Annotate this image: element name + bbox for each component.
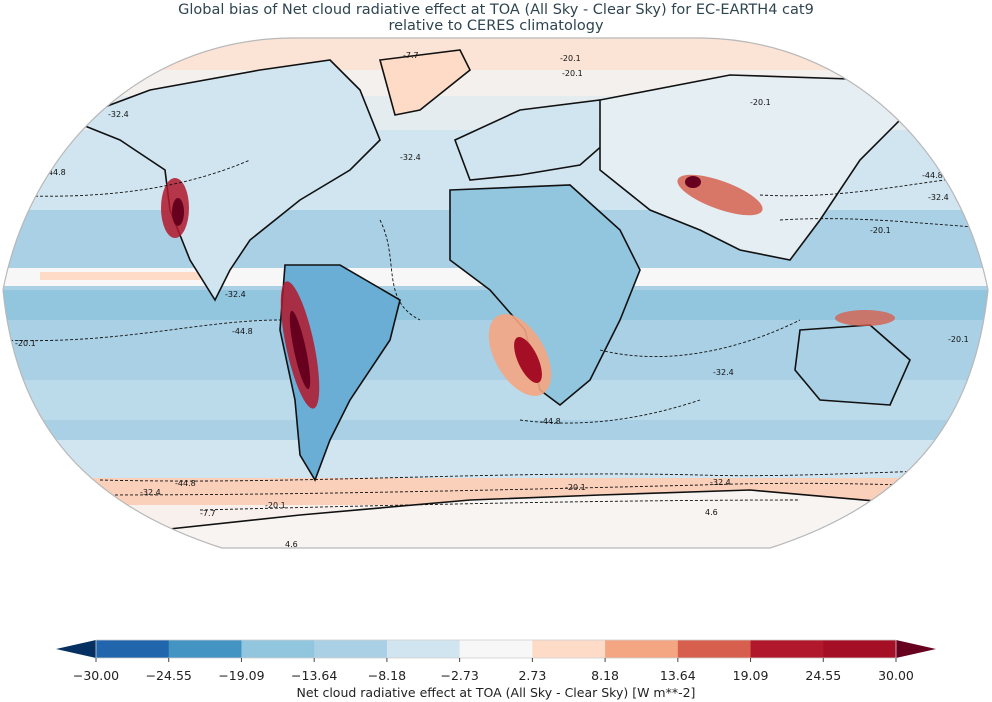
svg-text:-20.1: -20.1 bbox=[15, 339, 36, 348]
svg-text:-7.7: -7.7 bbox=[403, 51, 419, 60]
svg-text:-20.1: -20.1 bbox=[560, 54, 581, 63]
colorbar-segment bbox=[241, 640, 315, 658]
svg-text:-44.8: -44.8 bbox=[175, 479, 196, 488]
colorbar-segment bbox=[750, 640, 824, 658]
colorbar-tick-label: 30.00 bbox=[878, 668, 914, 683]
svg-text:-7.7: -7.7 bbox=[30, 64, 46, 73]
colorbar-extend-max bbox=[896, 640, 936, 658]
colorbar-segment bbox=[605, 640, 679, 658]
svg-text:-20.1: -20.1 bbox=[948, 335, 969, 344]
colorbar-tick-label: 24.55 bbox=[805, 668, 842, 683]
colorbar-segment bbox=[677, 640, 752, 658]
svg-text:-32.4: -32.4 bbox=[928, 193, 949, 202]
colorbar-tick-label: −19.09 bbox=[218, 668, 265, 683]
svg-text:-7.7: -7.7 bbox=[200, 509, 216, 518]
colorbar-tick-label: −8.18 bbox=[367, 668, 407, 683]
svg-text:-44.8: -44.8 bbox=[922, 171, 943, 180]
colorbar-tick-label: −13.64 bbox=[291, 668, 338, 683]
global-map: -7.7 -32.4 -44.8 -20.1 -32.4 -44.8 -7.7 … bbox=[2, 37, 989, 549]
chart-title-line2: relative to CERES climatology bbox=[388, 18, 604, 34]
colorbar-label: Net cloud radiative effect at TOA (All S… bbox=[296, 685, 696, 700]
svg-text:-20.1: -20.1 bbox=[562, 69, 583, 78]
svg-text:-44.8: -44.8 bbox=[540, 417, 561, 426]
colorbar-segment bbox=[386, 640, 461, 658]
colorbar-segment bbox=[532, 640, 606, 658]
svg-text:-20.1: -20.1 bbox=[265, 501, 286, 510]
colorbar-tick-label: 2.73 bbox=[518, 668, 547, 683]
svg-text:-32.4: -32.4 bbox=[710, 478, 731, 487]
svg-text:-32.4: -32.4 bbox=[713, 368, 734, 377]
svg-text:-44.8: -44.8 bbox=[232, 327, 253, 336]
colorbar-tick-label: −24.55 bbox=[145, 668, 192, 683]
colorbar bbox=[56, 639, 936, 662]
colorbar-tick-label: −2.73 bbox=[440, 668, 479, 683]
colorbar-segment bbox=[823, 640, 897, 658]
svg-text:-20.1: -20.1 bbox=[750, 98, 771, 107]
svg-text:4.6: 4.6 bbox=[285, 540, 298, 549]
colorbar-tick-label: 19.09 bbox=[732, 668, 769, 683]
svg-text:-32.4: -32.4 bbox=[108, 110, 129, 119]
svg-text:-44.8: -44.8 bbox=[45, 168, 66, 177]
colorbar-segment bbox=[96, 640, 170, 658]
colorbar-tick-label: 13.64 bbox=[659, 668, 696, 683]
svg-text:-32.4: -32.4 bbox=[140, 488, 161, 497]
colorbar-tick-label: −30.00 bbox=[72, 668, 120, 683]
svg-text:-32.4: -32.4 bbox=[225, 290, 246, 299]
colorbar-segment bbox=[168, 640, 242, 658]
chart-title-line1: Global bias of Net cloud radiative effec… bbox=[178, 2, 814, 18]
colorbar-segment bbox=[314, 640, 388, 658]
svg-text:-20.1: -20.1 bbox=[565, 483, 586, 492]
colorbar-tick-label: 8.18 bbox=[591, 668, 619, 683]
colorbar-extend-min bbox=[56, 640, 96, 658]
svg-text:-20.1: -20.1 bbox=[870, 226, 891, 235]
colorbar-segment bbox=[459, 640, 533, 658]
svg-text:-32.4: -32.4 bbox=[400, 153, 421, 162]
svg-text:4.6: 4.6 bbox=[705, 508, 718, 517]
